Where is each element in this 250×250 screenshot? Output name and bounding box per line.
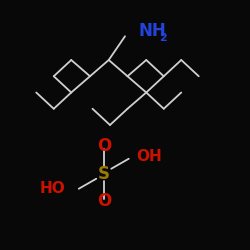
Text: S: S [98,165,110,183]
Text: NH: NH [139,22,166,40]
Text: O: O [96,192,111,210]
Text: HO: HO [39,181,65,196]
Text: 2: 2 [160,33,167,43]
Text: OH: OH [136,149,162,164]
Text: O: O [96,137,111,155]
